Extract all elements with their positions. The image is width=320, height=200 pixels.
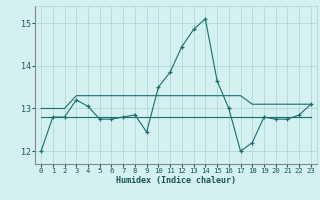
X-axis label: Humidex (Indice chaleur): Humidex (Indice chaleur) xyxy=(116,176,236,185)
